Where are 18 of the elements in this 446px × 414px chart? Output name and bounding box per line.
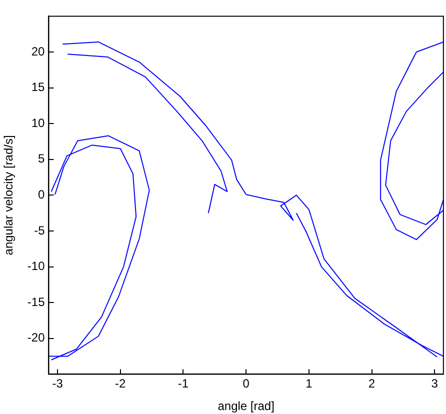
- x-tick-label: 1: [306, 376, 313, 391]
- x-tick-label: -2: [115, 376, 126, 391]
- x-tick-label: 2: [368, 376, 376, 391]
- x-tick-label: 0: [242, 376, 250, 391]
- y-tick-label: 15: [31, 80, 46, 94]
- x-tick-label: 3: [431, 376, 438, 391]
- y-tick-label: 10: [31, 116, 46, 130]
- y-axis-title: angular velocity [rad/s]: [2, 135, 16, 256]
- y-tick-label: 20: [31, 44, 46, 58]
- y-tick-label: -15: [27, 294, 46, 309]
- y-tick-label: 5: [38, 152, 46, 166]
- x-axis-title: angle [rad]: [218, 399, 274, 414]
- y-tick-label: -10: [27, 259, 46, 274]
- x-tick-label: -3: [52, 376, 64, 391]
- x-tick-label: -1: [178, 376, 189, 391]
- y-tick-label: 0: [38, 188, 46, 202]
- y-tick-label: -20: [27, 330, 46, 345]
- y-tick-label: -5: [34, 223, 46, 238]
